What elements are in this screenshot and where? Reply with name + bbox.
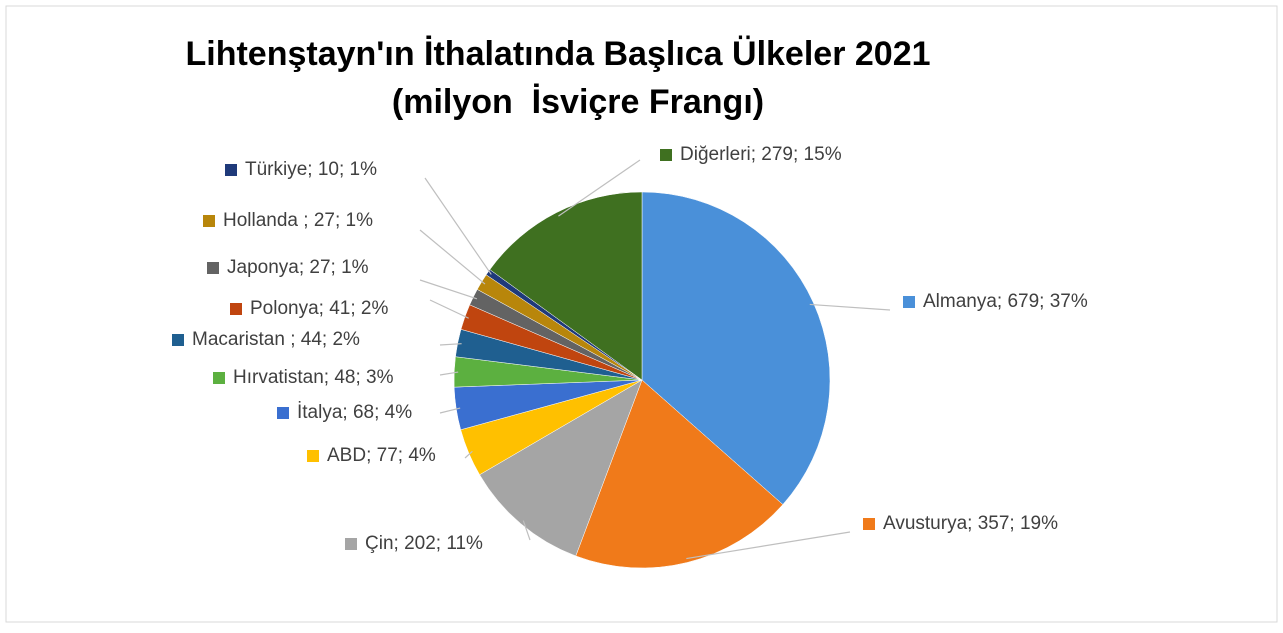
data-label: Polonya; 41; 2% xyxy=(250,298,388,319)
data-label: Çin; 202; 11% xyxy=(365,533,483,554)
data-label: Diğerleri; 279; 15% xyxy=(680,144,842,165)
data-label: Macaristan ; 44; 2% xyxy=(192,329,360,350)
data-label: İtalya; 68; 4% xyxy=(297,402,412,423)
leader-line xyxy=(439,407,461,414)
leader-line xyxy=(809,303,891,311)
label-swatch xyxy=(230,303,242,315)
chart-title: (milyon İsviçre Frangı) xyxy=(392,83,764,121)
leader-line xyxy=(419,279,478,300)
label-swatch xyxy=(660,149,672,161)
label-swatch xyxy=(203,215,215,227)
leader-line xyxy=(439,343,462,346)
leader-line xyxy=(439,371,459,376)
label-swatch xyxy=(307,450,319,462)
leader-line xyxy=(522,520,531,541)
data-label: Japonya; 27; 1% xyxy=(227,257,369,278)
pie-slice xyxy=(641,191,831,505)
data-label: Almanya; 679; 37% xyxy=(923,291,1088,312)
pie-slice xyxy=(489,191,643,381)
label-swatch xyxy=(207,262,219,274)
pie-slice xyxy=(575,379,784,569)
data-label: ABD; 77; 4% xyxy=(327,445,436,466)
data-label: Türkiye; 10; 1% xyxy=(245,159,377,180)
label-swatch xyxy=(903,296,915,308)
leader-line xyxy=(424,177,492,275)
chart-title: Lihtenştayn'ın İthalatında Başlıca Ülkel… xyxy=(185,35,930,73)
leader-line xyxy=(686,531,851,560)
label-swatch xyxy=(225,164,237,176)
pie-slice xyxy=(479,379,643,557)
label-swatch xyxy=(863,518,875,530)
data-label: Hırvatistan; 48; 3% xyxy=(233,367,394,388)
label-swatch xyxy=(213,372,225,384)
leader-line xyxy=(464,450,473,459)
label-swatch xyxy=(172,334,184,346)
label-swatch xyxy=(277,407,289,419)
leader-line xyxy=(419,229,486,285)
leader-line xyxy=(558,159,641,217)
leader-line xyxy=(429,299,469,319)
label-swatch xyxy=(345,538,357,550)
data-label: Avusturya; 357; 19% xyxy=(883,513,1058,534)
data-label: Hollanda ; 27; 1% xyxy=(223,210,373,231)
